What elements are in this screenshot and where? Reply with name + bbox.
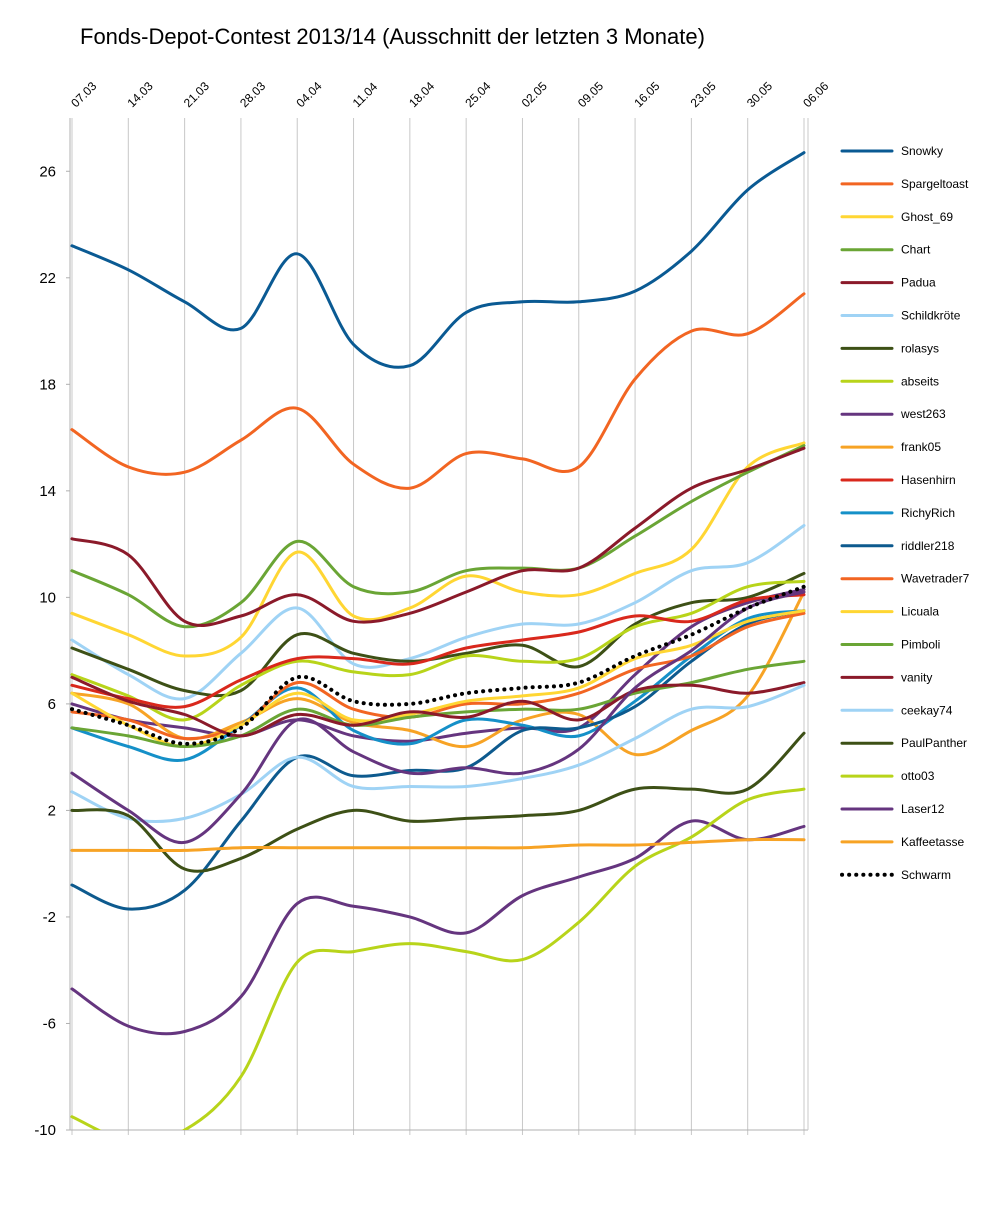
y-tick-label: 14 (39, 483, 56, 500)
series-line-16 (70, 675, 806, 738)
legend-label: Licuala (901, 605, 939, 619)
legend-label: Snowky (901, 144, 943, 158)
y-tick-label: -6 (43, 1015, 56, 1032)
x-tick-label: 21.03 (181, 79, 212, 110)
x-tick-label: 16.05 (631, 79, 662, 110)
legend-label: abseits (901, 374, 939, 388)
series-line-11 (70, 609, 806, 762)
legend-label: Schildkröte (901, 309, 961, 323)
series-line-21 (70, 838, 806, 853)
y-tick-label: 22 (39, 270, 56, 287)
legend-label: Spargeltoast (901, 177, 969, 191)
y-tick-label: 18 (39, 376, 56, 393)
series-line-0 (70, 151, 806, 369)
legend-label: Wavetrader7 (901, 572, 970, 586)
legend-label: frank05 (901, 440, 941, 454)
legend-label: PaulPanther (901, 736, 967, 750)
x-tick-label: 02.05 (519, 79, 550, 110)
legend-label: riddler218 (901, 539, 955, 553)
legend-label: vanity (901, 670, 932, 684)
legend-label: Hasenhirn (901, 473, 956, 487)
x-tick-label: 28.03 (237, 79, 268, 110)
series-line-2 (70, 441, 806, 658)
x-tick-label: 30.05 (744, 79, 775, 110)
y-tick-label: 10 (39, 589, 56, 606)
series-line-12 (70, 609, 806, 911)
legend-label: Padua (901, 276, 936, 290)
legend-label: rolasys (901, 341, 939, 355)
series-line-17 (70, 683, 806, 824)
x-tick-label: 18.04 (406, 79, 437, 110)
x-tick-label: 09.05 (575, 79, 606, 110)
legend: Snowky Spargeltoast Ghost_69 Chart Padua Schi… (840, 144, 970, 882)
axis-layer: 07.03 14.03 21.03 28.03 04.04 11.04 18.04 25.04… (34, 79, 831, 1139)
x-tick-label: 23.05 (688, 79, 719, 110)
series-layer (70, 151, 806, 1130)
x-tick-label: 04.04 (293, 79, 324, 110)
y-tick-label: -2 (43, 909, 56, 926)
legend-label: RichyRich (901, 506, 955, 520)
legend-label: Chart (901, 243, 931, 257)
y-tick-label: 26 (39, 163, 56, 180)
series-line-20 (70, 590, 806, 844)
chart-title: Fonds-Depot-Contest 2013/14 (Ausschnitt … (80, 24, 705, 49)
series-line-8 (70, 587, 806, 743)
series-line-4 (70, 446, 806, 627)
x-tick-label: 14.03 (125, 79, 156, 110)
series-line-10 (70, 593, 806, 709)
legend-label: Schwarm (901, 868, 951, 882)
series-line-18 (70, 731, 806, 873)
series-line-5 (70, 524, 806, 701)
x-tick-label: 11.04 (350, 79, 381, 110)
legend-label: Laser12 (901, 802, 945, 816)
legend-label: ceekay74 (901, 703, 953, 717)
legend-label: Kaffeetasse (901, 835, 964, 849)
series-line-1 (70, 292, 806, 490)
series-line-3 (70, 444, 806, 629)
series-line-13 (70, 611, 806, 741)
legend-label: Ghost_69 (901, 210, 953, 224)
series-line-22 (70, 584, 806, 746)
legend-label: otto03 (901, 769, 935, 783)
legend-label: Pimboli (901, 638, 940, 652)
series-line-7 (70, 579, 806, 722)
series-line-extra-0 (70, 819, 806, 1036)
y-tick-label: 6 (48, 696, 56, 713)
series-line-9 (70, 590, 806, 757)
x-tick-label: 06.06 (800, 79, 831, 110)
x-tick-label: 07.03 (68, 79, 99, 110)
y-tick-label: 2 (48, 802, 56, 819)
legend-label: west263 (900, 407, 946, 421)
x-tick-label: 25.04 (462, 79, 493, 110)
y-tick-label: -10 (34, 1122, 56, 1139)
